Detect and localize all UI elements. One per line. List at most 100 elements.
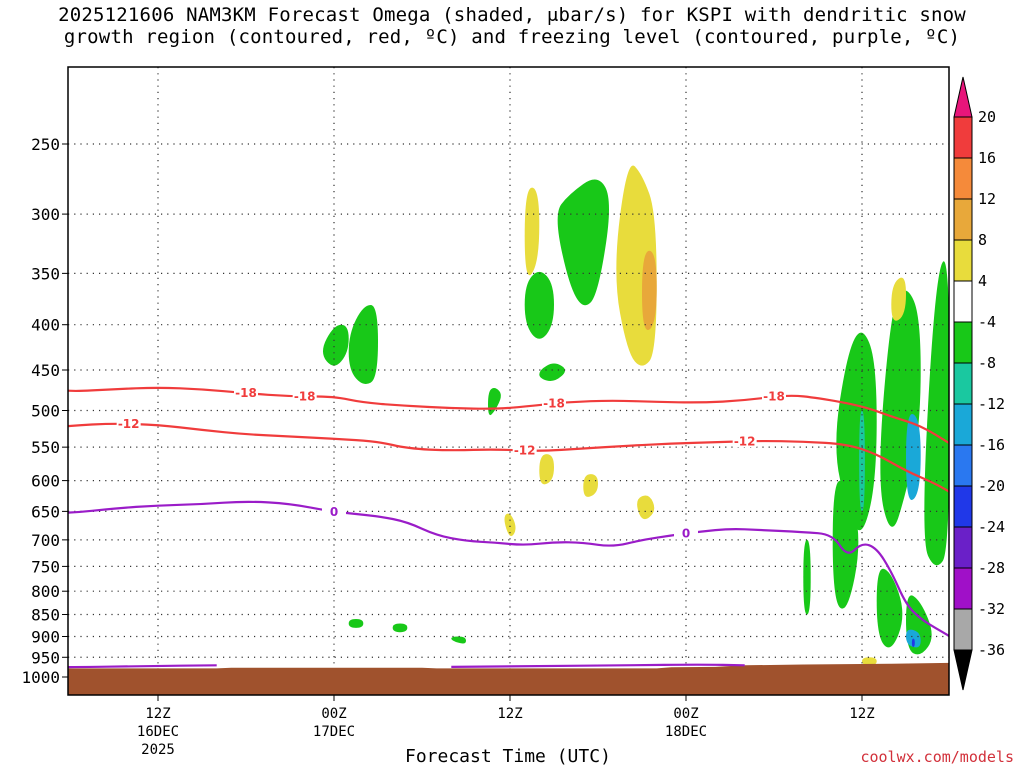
colorbar-box-1 (953, 157, 973, 200)
contour-label--18-3: -18 (763, 390, 785, 404)
contour-label-bg--18-1 (292, 388, 317, 403)
contour-label--12-1: -12 (514, 444, 536, 458)
contour-freezing-surface-right (451, 663, 745, 668)
omega-region-28 (911, 638, 915, 647)
colorbar-label-2: 12 (978, 190, 996, 208)
colorbar-box-4 (953, 280, 973, 323)
y-tick-label-450: 450 (31, 361, 60, 380)
contour-freezing-surface-left (68, 664, 217, 669)
omega-region-14 (876, 568, 903, 648)
colorbar-box-0 (953, 116, 973, 159)
x-tick-label-30-0: 12Z (497, 706, 522, 722)
x-tick-label-42-0: 00Z (673, 706, 698, 722)
y-tick-label-900: 900 (31, 627, 60, 646)
x-tick-label-6-1: 16DEC (137, 724, 179, 740)
omega-region-23 (637, 495, 655, 520)
x-tick-label-54-0: 12Z (849, 706, 874, 722)
y-tick-label-1000: 1000 (21, 668, 60, 687)
omega-region-1 (524, 271, 554, 339)
y-tick-label-650: 650 (31, 502, 60, 521)
omega-region-21 (539, 454, 554, 485)
contour--12 (68, 422, 949, 493)
y-tick-label-250: 250 (31, 135, 60, 154)
colorbar-box-3 (953, 239, 973, 282)
omega-region-8 (451, 636, 466, 644)
omega-region-6 (348, 619, 364, 628)
omega-region-2 (348, 305, 378, 384)
x-tick-label-6-2: 2025 (141, 742, 175, 758)
title-line-2: growth region (contoured, red, ºC) and f… (63, 26, 961, 48)
omega-region-3 (323, 324, 349, 366)
contour-label-bg-0-0 (322, 503, 346, 518)
contour-label-0-0: 0 (330, 505, 338, 519)
plot-border (67, 66, 950, 696)
y-tick-label-300: 300 (31, 205, 60, 224)
omega-region-17 (642, 250, 657, 330)
colorbar-box-7 (953, 403, 973, 446)
colorbar-label-8: -16 (978, 436, 1005, 454)
y-axis: 250 300 350 400 450 500 550 600 650 700 750 800 850 9… (21, 135, 68, 687)
site-credit: coolwx.com/models (860, 748, 1014, 766)
chart-title: 2025121606 NAM3KM Forecast Omega (shaded… (0, 4, 1024, 48)
colorbar-label-10: -24 (978, 518, 1005, 536)
colorbar-box-9 (953, 485, 973, 528)
x-axis-label: Forecast Time (UTC) (405, 746, 611, 767)
colorbar-box-2 (953, 198, 973, 241)
omega-region-7 (392, 623, 408, 633)
contour-label-bg-0-1 (674, 525, 698, 540)
colorbar-label-6: -8 (978, 354, 996, 372)
omega-region-22 (583, 474, 598, 497)
colorbar-label-1: 16 (978, 149, 996, 167)
colorbar-label-0: 20 (978, 108, 996, 126)
contour-label-0-1: 0 (682, 526, 690, 540)
plot-area (68, 67, 949, 695)
y-tick-label-850: 850 (31, 606, 60, 625)
omega-region-24 (862, 657, 877, 666)
y-tick-label-750: 750 (31, 557, 60, 576)
omega-region-18 (524, 187, 540, 276)
omega-region-9 (803, 539, 811, 615)
x-tick-label-18-0: 00Z (321, 706, 346, 722)
contour-label--12-0: -12 (118, 417, 140, 431)
contour-lines: -18 -18 -18 -18 -12 -12 -12 0 0 (68, 385, 949, 669)
colorbar-label-9: -20 (978, 477, 1005, 495)
colorbar-label-7: -12 (978, 395, 1005, 413)
colorbar-box-6 (953, 362, 973, 405)
omega-region-20 (504, 513, 516, 537)
ground-layer (68, 662, 949, 695)
x-tick-label-6-0: 12Z (145, 706, 170, 722)
colorbar-label-12: -32 (978, 600, 1005, 618)
contour-label-bg--18-0 (234, 385, 258, 400)
colorbar-label-5: -4 (978, 313, 996, 331)
plot-frame (67, 66, 950, 696)
y-tick-label-500: 500 (31, 402, 60, 421)
contour-label-bg--12-2 (732, 433, 757, 448)
colorbar-label-3: 8 (978, 231, 987, 249)
omega-region-13 (832, 480, 859, 609)
omega-region-10 (836, 332, 877, 531)
colorbar-box-5 (953, 321, 973, 364)
contour-label-bg--18-3 (762, 388, 786, 403)
colorbar-over-triangle (953, 76, 973, 118)
y-tick-label-950: 950 (31, 648, 60, 667)
title-line-1: 2025121606 NAM3KM Forecast Omega (shaded… (58, 4, 966, 26)
x-axis: 12Z 16DEC 2025 00Z 17DEC 12Z 00Z 18DEC 12Z (137, 695, 875, 758)
contour-label-bg--18-2 (542, 395, 566, 410)
contour-label-bg--12-1 (512, 442, 537, 457)
ground-fill (68, 662, 949, 695)
contour-0 (68, 500, 949, 638)
y-tick-label-700: 700 (31, 531, 60, 550)
colorbar-label-13: -36 (978, 641, 1005, 659)
colorbar-label-4: 4 (978, 272, 987, 290)
y-tick-label-600: 600 (31, 472, 60, 491)
contour-label--12-2: -12 (734, 434, 756, 448)
y-tick-label-350: 350 (31, 264, 60, 283)
colorbar-label-11: -28 (978, 559, 1005, 577)
omega-region-26 (906, 414, 921, 500)
omega-shading (323, 165, 949, 666)
contour-label--18-1: -18 (294, 389, 316, 403)
contour--18 (68, 386, 949, 445)
omega-region-25 (859, 410, 865, 512)
omega-region-27 (906, 629, 921, 648)
